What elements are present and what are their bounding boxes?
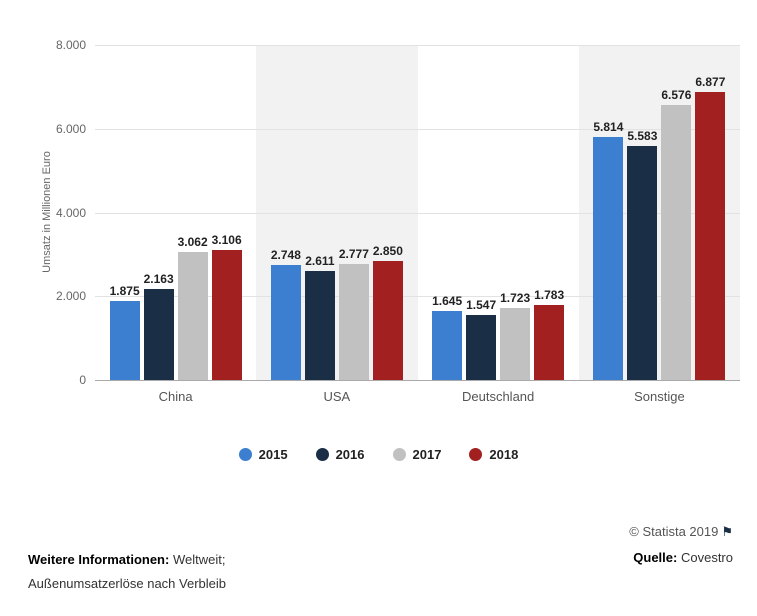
legend-label: 2018 [489,447,519,462]
bar-value-label: 3.062 [177,234,208,249]
legend-swatch [392,448,406,461]
y-axis-tick-label: 4.000 [55,205,86,220]
bar-2017-sonstige: 6.576 [661,88,691,380]
bar-value-label: 1.783 [534,288,565,303]
info-text-line2: Außenumsatzerlöse nach Verbleib [28,576,227,591]
y-axis-tick-label: 0 [79,373,86,387]
footer-source: © Statista 2019 ⚑ Quelle: Covestro [629,524,733,565]
bar-value-label: 2.163 [143,272,174,287]
x-axis-label-china: China [158,389,193,404]
bar-group-sonstige: 5.814 5.583 6.576 6.877 [579,45,740,380]
bar-2016-deutschland: 1.547 [466,298,496,380]
bar-2015-usa: 2.748 [271,248,301,380]
bar-groups: 1.875 2.163 3.062 3.106 2.748 2.611 2.777 2.850… [95,45,740,380]
bar-group-deutschland: 1.645 1.547 1.723 1.783 [418,45,579,380]
bar-value-label: 6.877 [695,75,726,90]
footer-info: Weitere Informationen: Weltweit; Außenum… [28,548,226,596]
plot-area: 0 2.000 4.000 6.000 8.000 1.875 2.163 3.062 3.10… [56,38,740,387]
bar-value-label: 2.850 [372,243,403,258]
bar-2017-usa: 2.777 [339,247,369,380]
info-text: Weltweit; [172,552,226,567]
legend: 2015 2016 2017 2018 [0,447,757,462]
legend-label: 2016 [335,447,365,462]
bar-2015-deutschland: 1.645 [432,294,462,380]
bar-value-label: 1.645 [432,294,463,309]
bar-value-label: 2.748 [270,247,301,262]
bar-2015-china: 1.875 [110,284,140,380]
statista-flag-icon: ⚑ [721,524,733,539]
bar-value-label: 6.576 [661,87,692,102]
gridline [95,128,740,130]
bar-value-label: 1.547 [466,298,497,313]
legend-swatch [315,448,329,461]
bar-value-label: 1.723 [500,290,531,305]
bar-value-label: 5.583 [627,129,658,144]
bar-2016-sonstige: 5.583 [627,129,657,380]
copyright-text: © Statista 2019 [629,524,719,539]
bar-value-label: 2.777 [338,246,369,261]
bar-2016-china: 2.163 [144,272,174,380]
gridline [95,296,740,298]
bar-2018-china: 3.106 [212,233,242,380]
y-axis-title: Umsatz in Millionen Euro [41,151,53,273]
gridline [95,212,740,214]
x-axis-label-usa: USA [323,389,351,404]
bar-2017-china: 3.062 [178,235,208,380]
x-axis-labels: China USA Deutschland Sonstige [95,389,740,404]
legend-label: 2015 [258,447,288,462]
y-axis-tick-label: 8.000 [55,38,86,52]
bar-group-usa: 2.748 2.611 2.777 2.850 [256,45,417,380]
legend-item-2015[interactable]: 2015 [238,447,288,462]
x-axis-label-deutschland: Deutschland [461,389,535,404]
bar-2015-sonstige: 5.814 [593,120,623,380]
bar-group-china: 1.875 2.163 3.062 3.106 [95,45,256,380]
x-axis-label-sonstige: Sonstige [634,389,685,404]
y-axis-tick-label: 2.000 [55,289,86,304]
bar-2016-usa: 2.611 [304,254,335,380]
source-text: Covestro [680,550,733,565]
legend-item-2017[interactable]: 2017 [392,447,442,462]
bar-value-label: 3.106 [211,232,242,247]
legend-swatch [238,448,252,461]
bar-2017-deutschland: 1.723 [500,291,530,380]
source-label: Quelle: [633,550,678,565]
legend-swatch [469,448,483,461]
gridline [95,45,740,46]
legend-item-2016[interactable]: 2016 [315,447,365,462]
bar-2018-deutschland: 1.783 [534,288,564,380]
bar-2018-sonstige: 6.877 [695,75,725,380]
legend-item-2018[interactable]: 2018 [469,447,518,462]
bar-value-label: 2.611 [305,253,335,268]
y-axis-tick-label: 6.000 [55,121,86,136]
legend-label: 2017 [412,447,442,462]
gridline [95,380,740,381]
bar-value-label: 1.875 [109,284,140,299]
bar-value-label: 5.814 [593,119,624,134]
info-label: Weitere Informationen: [28,552,170,567]
bar-2018-usa: 2.850 [373,244,403,380]
